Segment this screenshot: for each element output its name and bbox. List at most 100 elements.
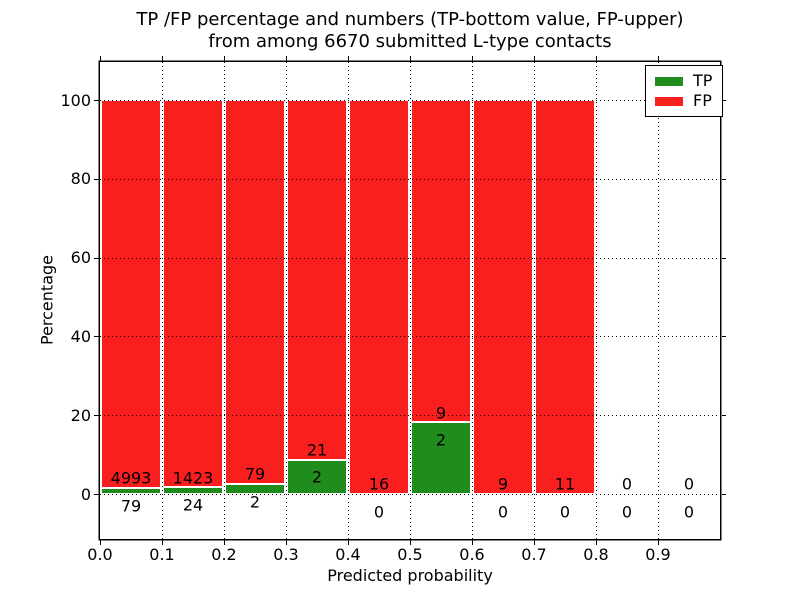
x-tick-mark-bottom <box>162 540 163 545</box>
x-tick-mark-top <box>224 56 225 61</box>
fp-count-label: 0 <box>621 474 633 494</box>
fp-bar-segment <box>101 100 161 488</box>
x-tick-mark-bottom <box>348 540 349 545</box>
x-tick-label: 0.5 <box>397 545 423 564</box>
tp-legend-swatch <box>655 76 683 86</box>
vertical-gridline <box>472 62 473 539</box>
fp-count-label: 0 <box>683 474 695 494</box>
x-tick-mark-bottom <box>286 540 287 545</box>
vertical-gridline <box>410 62 411 539</box>
y-tick-mark-right <box>721 415 726 417</box>
y-tick-mark-right <box>721 100 726 101</box>
plot-area: 4993 79 1423 24 79 2 21 2 16 0 9 2 9 0 11 0 0 0 0 0 0 20 40 60 8… <box>60 56 726 564</box>
fp-count-label: 21 <box>306 440 328 460</box>
y-tick-mark-left <box>94 494 99 495</box>
fp-count-label: 11 <box>554 474 576 494</box>
chart-title-line2: from among 6670 submitted L-type contact… <box>208 31 612 52</box>
x-tick-mark-top <box>286 56 287 61</box>
tp-count-label: 0 <box>373 502 385 522</box>
vertical-gridline <box>534 62 535 539</box>
tp-count-label: 0 <box>621 502 633 522</box>
x-tick-mark-bottom <box>658 540 659 545</box>
x-tick-mark-top <box>410 56 411 61</box>
tp-bar-segment <box>101 487 161 494</box>
x-tick-label: 0.1 <box>149 545 175 564</box>
tp-count-label: 0 <box>559 502 571 522</box>
tp-count-label: 79 <box>120 496 142 516</box>
chart-title: TP /FP percentage and numbers (TP-bottom… <box>136 9 683 53</box>
x-tick-mark-bottom <box>534 540 535 545</box>
fp-count-label: 79 <box>244 464 266 484</box>
x-tick-label: 0.3 <box>273 545 299 564</box>
fp-bar-segment <box>349 100 409 494</box>
x-tick-mark-top <box>596 56 597 61</box>
vertical-gridline <box>224 62 225 539</box>
x-tick-mark-top <box>100 56 101 61</box>
fp-legend-swatch <box>655 96 683 106</box>
tp-count-label: 0 <box>683 502 695 522</box>
y-tick-mark-right <box>721 494 726 495</box>
y-tick-label: 60 <box>70 248 91 268</box>
tp-bar-segment <box>411 422 471 494</box>
fp-count-label: 1423 <box>172 468 214 488</box>
vertical-gridline <box>286 62 287 539</box>
tp-bar-segment <box>287 459 347 494</box>
legend-item-fp: FP <box>655 91 712 111</box>
tp-count-label: 0 <box>497 502 509 522</box>
fp-count-label: 16 <box>368 474 390 494</box>
y-tick-mark-left <box>94 178 99 180</box>
x-tick-mark-bottom <box>472 540 473 545</box>
x-tick-mark-top <box>348 56 349 61</box>
fp-bar-segment <box>287 100 347 460</box>
fp-bar-segment <box>473 100 533 494</box>
fp-legend-label: FP <box>693 91 712 110</box>
x-tick-mark-bottom <box>100 540 101 545</box>
fp-bar-segment <box>225 100 285 485</box>
y-tick-label: 20 <box>70 405 91 425</box>
fp-count-label: 9 <box>497 474 509 494</box>
y-tick-mark-right <box>721 178 726 180</box>
y-tick-label: 40 <box>70 326 91 346</box>
y-tick-mark-left <box>94 100 99 101</box>
x-tick-label: 0.8 <box>583 545 609 564</box>
x-tick-mark-bottom <box>410 540 411 545</box>
fp-bar-segment <box>411 100 471 423</box>
vertical-gridline <box>162 62 163 539</box>
x-axis-label: Predicted probability <box>327 566 493 585</box>
x-tick-label: 0.7 <box>521 545 547 564</box>
y-tick-label: 80 <box>70 169 91 189</box>
tp-count-label: 2 <box>435 430 447 450</box>
y-tick-mark-right <box>721 336 726 338</box>
tp-legend-label: TP <box>693 71 713 90</box>
x-tick-mark-top <box>472 56 473 61</box>
tp-count-label: 2 <box>311 467 323 487</box>
chart-title-line1: TP /FP percentage and numbers (TP-bottom… <box>136 9 684 30</box>
fp-bar-segment <box>535 100 595 494</box>
y-tick-mark-right <box>721 257 726 259</box>
x-tick-label: 0.0 <box>87 545 113 564</box>
tp-bar-segment <box>225 484 285 494</box>
x-tick-label: 0.2 <box>211 545 237 564</box>
tp-count-label: 2 <box>249 492 261 512</box>
y-tick-mark-left <box>94 257 99 259</box>
vertical-gridline <box>348 62 349 539</box>
x-tick-label: 0.4 <box>335 545 361 564</box>
x-tick-mark-top <box>534 56 535 61</box>
x-tick-mark-bottom <box>596 540 597 545</box>
tp-bar-segment <box>163 487 223 494</box>
y-tick-label: 100 <box>60 90 91 110</box>
x-tick-mark-bottom <box>224 540 225 545</box>
x-tick-label: 0.9 <box>645 545 671 564</box>
vertical-gridline <box>658 62 659 539</box>
y-tick-mark-left <box>94 415 99 417</box>
y-tick-mark-left <box>94 336 99 338</box>
x-tick-label: 0.6 <box>459 545 485 564</box>
x-tick-mark-top <box>658 56 659 61</box>
fp-count-label: 9 <box>435 403 447 422</box>
x-tick-mark-top <box>162 56 163 61</box>
vertical-gridline <box>596 62 597 539</box>
tp-count-label: 24 <box>182 495 204 515</box>
fp-count-label: 4993 <box>110 468 152 488</box>
fp-bar-segment <box>163 100 223 488</box>
